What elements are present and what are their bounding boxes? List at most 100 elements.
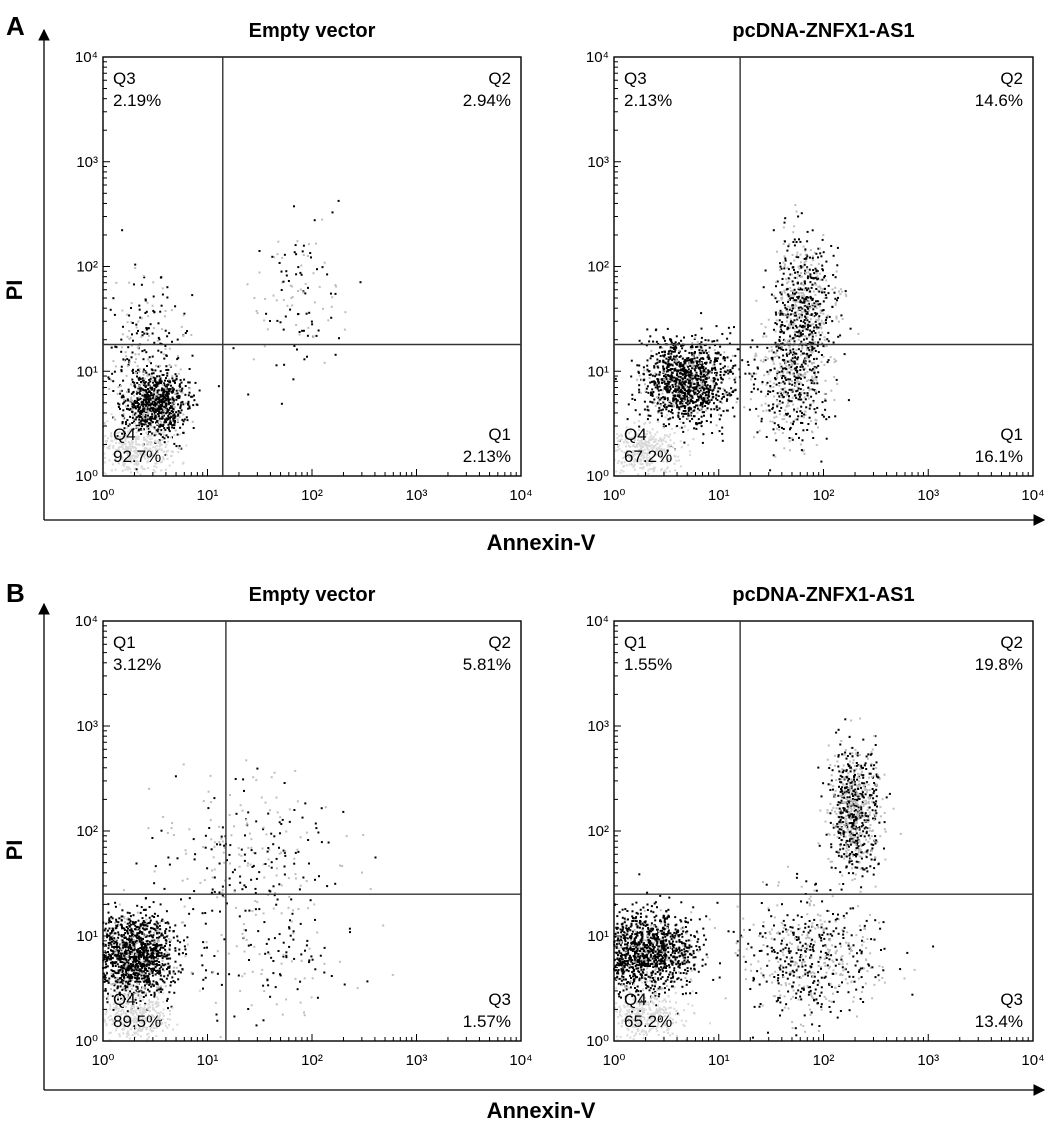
scatter-point [775,374,778,377]
scatter-point [151,452,154,455]
scatter-point [815,270,818,273]
scatter-point [146,418,149,421]
scatter-point [337,199,340,202]
scatter-point [808,320,811,323]
scatter-point [787,277,790,280]
scatter-point [652,438,655,441]
scatter-point [153,465,156,468]
scatter-point [283,363,286,366]
scatter-point [793,244,796,247]
scatter-point [157,428,160,431]
scatter-point [112,297,115,300]
scatter-point [716,360,718,362]
scatter-point [643,456,646,459]
scatter-point [659,355,662,357]
scatter-point [114,438,117,441]
scatter-point [156,397,158,400]
scatter-point [134,980,137,983]
scatter-point [130,471,132,474]
scatter-point [789,313,792,316]
scatter-point [812,347,814,350]
scatter-point [667,352,670,355]
scatter-point [179,368,182,371]
scatter-point [719,400,722,403]
scatter-point [128,977,131,980]
scatter-point [128,428,131,431]
scatter-point [172,461,175,464]
scatter-point [157,382,160,385]
scatter-point [137,414,140,417]
scatter-point [700,362,703,365]
scatter-point [147,383,150,386]
scatter-point [811,377,814,380]
scatter-point [811,299,814,302]
scatter-point [803,361,806,364]
scatter-point [834,303,837,306]
scatter-point [136,375,138,378]
scatter-point [649,373,652,376]
scatter-point [158,404,161,407]
scatter-point [698,422,701,425]
scatter-point [805,337,808,340]
scatter-point [159,370,162,373]
scatter-point [791,438,794,441]
scatter-point [152,309,155,312]
scatter-point [647,459,650,462]
scatter-point [184,393,187,396]
scatter-point [323,361,326,364]
scatter-point [303,358,306,361]
scatter-point [663,374,665,377]
scatter-point [818,285,821,288]
scatter-point [775,415,778,418]
scatter-point [621,457,624,459]
scatter-point [693,415,696,418]
scatter-point [330,305,333,308]
scatter-point [694,375,697,378]
scatter-point [182,431,185,434]
scatter-point [705,387,708,390]
scatter-point [680,399,683,402]
scatter-point [802,294,805,296]
scatter-point [142,454,145,457]
scatter-point [792,423,794,426]
scatter-point [104,927,107,930]
scatter-point [124,468,127,471]
scatter-point [664,398,667,400]
scatter-point [636,435,639,438]
scatter-point [673,361,676,364]
scatter-point [786,412,789,415]
scatter-point [177,447,180,450]
scatter-point [164,453,167,456]
scatter-point [796,271,799,274]
scatter-point [824,408,827,411]
scatter-point [701,393,704,396]
scatter-point [272,294,275,297]
scatter-point [153,912,156,915]
scatter-point [185,416,188,419]
scatter-point [839,288,842,291]
scatter-point [789,295,792,298]
scatter-point [130,356,133,359]
scatter-point [687,429,690,432]
scatter-point [247,393,250,396]
scatter-point [122,325,124,328]
scatter-point [721,426,724,429]
scatter-point [646,447,649,450]
scatter-point [144,381,147,384]
scatter-point [655,353,658,356]
scatter-point [134,401,137,404]
scatter-point [806,266,809,269]
scatter-point [845,295,848,297]
scatter-point [170,436,172,439]
scatter-point [705,373,708,376]
scatter-point [785,308,788,311]
scatter-point [139,409,142,412]
scatter-point [822,415,825,418]
scatter-point [686,371,689,374]
scatter-point [670,376,673,379]
scatter-point [144,393,147,396]
scatter-point [150,985,153,988]
scatter-point [822,300,825,303]
scatter-point [132,390,135,393]
